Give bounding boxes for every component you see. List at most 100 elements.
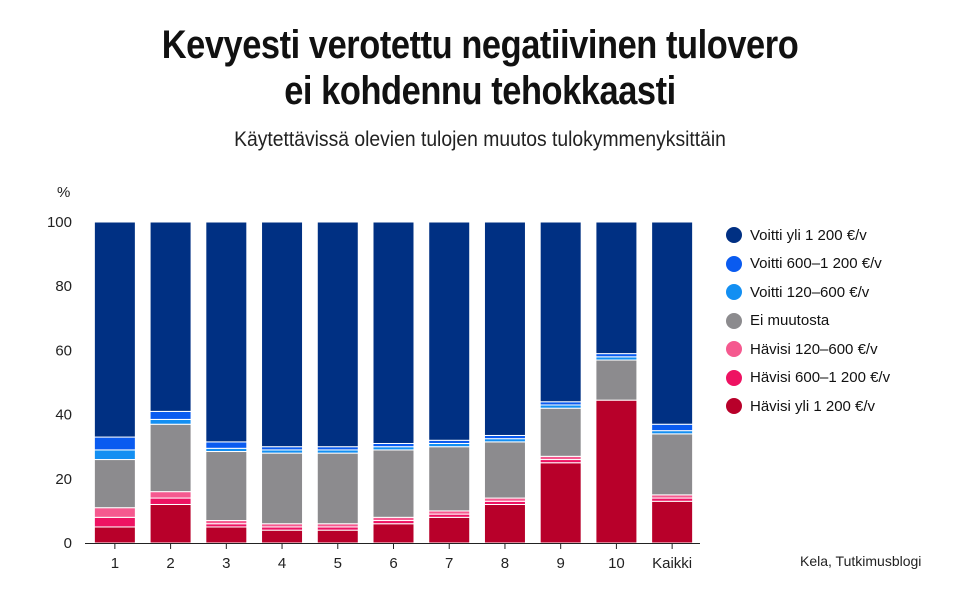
legend-swatch (726, 255, 742, 272)
bar-segment (149, 221, 192, 412)
bar-segment (93, 221, 136, 438)
bar-segment (149, 423, 192, 493)
bar-segment (651, 423, 694, 432)
legend-swatch (726, 369, 742, 386)
y-tick-label: 20 (55, 471, 72, 488)
bar-segment (261, 452, 304, 525)
x-tick-label: 2 (166, 555, 174, 572)
x-tick-label: Kaikki (652, 555, 692, 572)
bar-segment (149, 497, 192, 505)
bar-segment (149, 503, 192, 544)
chart-title-line2: ei kohdennu tehokkaasti (284, 69, 676, 113)
legend-label: Hävisi 600–1 200 €/v (750, 369, 891, 387)
bar-segment (651, 221, 694, 425)
bar-segment (149, 491, 192, 499)
legend-item: Hävisi 120–600 €/v (726, 335, 890, 364)
legend-item: Hävisi yli 1 200 €/v (726, 392, 890, 421)
bar-segment (93, 449, 136, 461)
legend-swatch (726, 227, 742, 244)
bar-segment (428, 221, 471, 441)
x-tick-label: 9 (557, 555, 565, 572)
bar-segment (539, 407, 582, 457)
bar-segment (372, 449, 415, 518)
y-tick-label: 60 (55, 342, 72, 359)
x-tick-label: 1 (111, 555, 119, 572)
y-tick-label: 40 (55, 407, 72, 424)
bar-stack-2 (149, 221, 192, 544)
bar-segment (483, 221, 526, 436)
y-tick-label: 0 (64, 535, 72, 552)
bar-segment (595, 221, 638, 355)
bar-segment (651, 500, 694, 544)
x-tick-label: 6 (389, 555, 397, 572)
y-axis: 0 20 40 60 80 100 (47, 214, 72, 552)
bar-segment (205, 221, 248, 443)
bar-segment (372, 221, 415, 444)
x-axis: 1 2 3 4 5 6 7 8 9 10 Kaikki (85, 543, 700, 572)
chart-subtitle: Käytettävissä olevien tulojen muutos tul… (234, 128, 726, 151)
x-tick-label: 3 (222, 555, 230, 572)
x-tick-label: 5 (334, 555, 342, 572)
legend-label: Voitti 120–600 €/v (750, 283, 870, 301)
bar-stack-Kaikki (651, 221, 694, 544)
bar-segment (316, 221, 359, 448)
bar-stack-3 (205, 221, 248, 544)
bar-stack-9 (539, 221, 582, 544)
bar-stack-10 (595, 221, 638, 544)
bar-stack-6 (372, 221, 415, 544)
bar-stack-5 (316, 221, 359, 544)
bar-segment (261, 221, 304, 448)
chart-title-line1: Kevyesti verotettu negatiivinen tulovero (161, 23, 799, 67)
bar-segment (595, 359, 638, 401)
bar-segment (595, 399, 638, 544)
legend-swatch (726, 284, 742, 301)
bar-segment (428, 446, 471, 512)
bar-segment (261, 529, 304, 544)
chart-title: Kevyesti verotettu negatiivinen tulovero… (67, 22, 893, 114)
legend-item: Voitti yli 1 200 €/v (726, 221, 890, 250)
bar-segment (539, 462, 582, 544)
bar-segment (149, 418, 192, 425)
legend-item: Ei muutosta (726, 307, 890, 336)
legend-item: Hävisi 600–1 200 €/v (726, 364, 890, 393)
bar-segment (483, 441, 526, 499)
bar-stack-8 (483, 221, 526, 544)
legend-item: Voitti 120–600 €/v (726, 278, 890, 307)
y-axis-unit-label: % (57, 184, 71, 201)
legend-label: Voitti yli 1 200 €/v (750, 226, 867, 244)
bar-segment (93, 436, 136, 451)
x-tick-label: 10 (608, 555, 625, 572)
bar-segment (428, 516, 471, 544)
bar-segment (316, 529, 359, 544)
y-tick-label: 80 (55, 278, 72, 295)
bar-segment (205, 441, 248, 449)
bar-stack-4 (261, 221, 304, 544)
y-tick-label: 100 (47, 214, 72, 231)
legend-label: Hävisi 120–600 €/v (750, 340, 878, 358)
source-credit: Kela, Tutkimusblogi (800, 553, 922, 569)
bar-segment (539, 221, 582, 403)
bar-stack-7 (428, 221, 471, 544)
legend-swatch (726, 341, 742, 358)
x-tick-label: 4 (278, 555, 286, 572)
bar-segment (372, 523, 415, 544)
legend-label: Hävisi yli 1 200 €/v (750, 397, 876, 415)
bar-segment (93, 516, 136, 528)
bar-stack-1 (93, 221, 136, 544)
bar-segment (205, 526, 248, 544)
bar-segment (651, 433, 694, 496)
bar-segment (93, 526, 136, 544)
x-tick-label: 7 (445, 555, 453, 572)
bar-stacks (93, 221, 694, 544)
bar-segment (483, 503, 526, 544)
bar-segment (205, 451, 248, 522)
legend-swatch (726, 312, 742, 329)
bar-segment (316, 452, 359, 525)
bar-segment (93, 459, 136, 509)
legend-label: Voitti 600–1 200 €/v (750, 255, 882, 273)
legend-swatch (726, 398, 742, 415)
legend-label: Ei muutosta (750, 312, 830, 330)
x-tick-label: 8 (501, 555, 509, 572)
legend-item: Voitti 600–1 200 €/v (726, 250, 890, 279)
